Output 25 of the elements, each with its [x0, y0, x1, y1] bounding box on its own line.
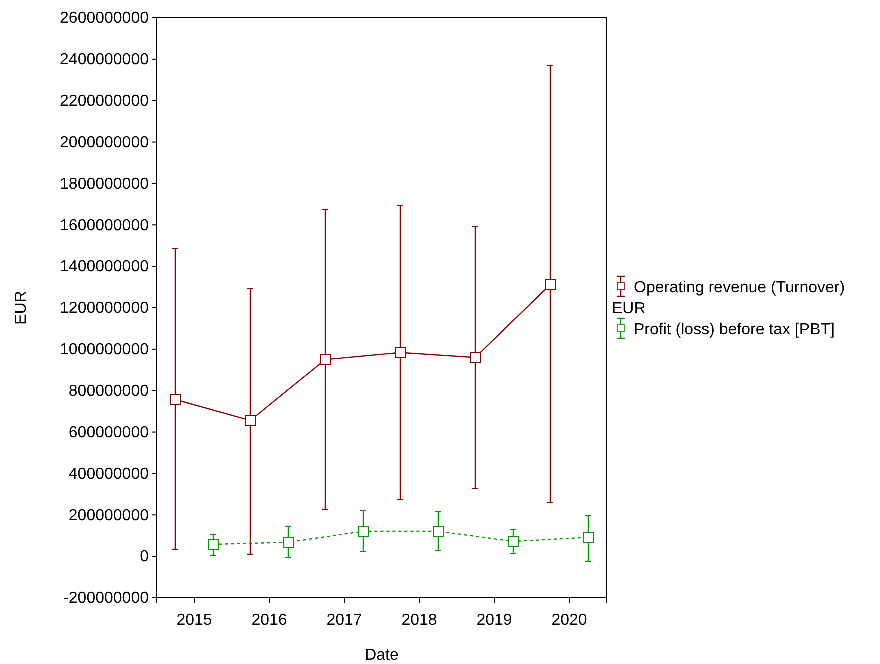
legend-label: Profit (loss) before tax [PBT] [634, 322, 835, 338]
y-tick-label: -200000000 [64, 590, 150, 608]
y-tick-label: 2400000000 [60, 52, 150, 69]
x-tick-label: 2016 [252, 612, 288, 630]
x-tick-label: 2015 [176, 612, 212, 630]
y-tick-label: 600000000 [68, 424, 150, 442]
x-axis-title: Date [365, 647, 399, 664]
y-tick-label: 1400000000 [60, 258, 150, 276]
legend-label: Operating revenue (Turnover) EUR [612, 280, 846, 318]
y-tick-label: 1000000000 [60, 342, 150, 359]
y-tick-label: 2000000000 [60, 134, 150, 152]
y-tick-label: 1800000000 [60, 176, 150, 193]
x-tick-label: 2017 [326, 612, 362, 630]
y-tick-label: 2200000000 [60, 92, 150, 110]
y-tick-label: 400000000 [68, 466, 150, 483]
y-tick-label: 2600000000 [60, 10, 150, 28]
x-tick-label: 2019 [476, 612, 512, 630]
y-tick-label: 0 [140, 548, 150, 566]
y-tick-label: 1600000000 [60, 217, 150, 234]
y-tick-label: 1200000000 [60, 300, 150, 318]
y-tick-label: 800000000 [68, 382, 150, 400]
x-tick-label: 2018 [402, 612, 438, 630]
x-tick-label: 2020 [552, 612, 588, 630]
y-axis-title: EUR [13, 291, 30, 325]
y-tick-label: 200000000 [68, 507, 150, 524]
